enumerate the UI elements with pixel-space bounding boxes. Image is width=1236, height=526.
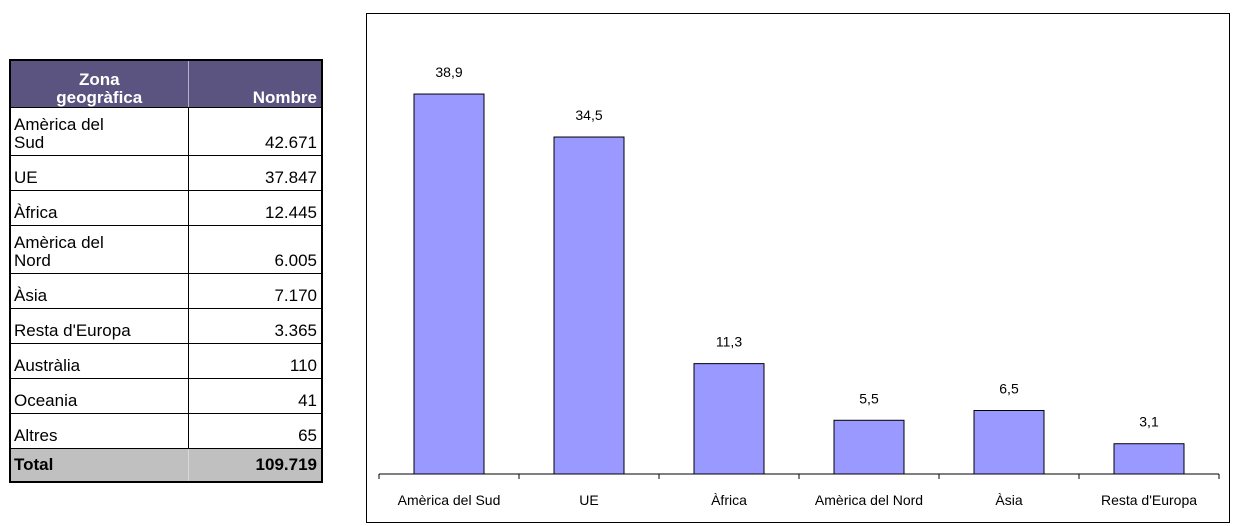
zone-name-line1: Àfrica: [14, 202, 58, 222]
table-row: UE 37.847: [9, 154, 323, 191]
category-label: Resta d'Europa: [1101, 492, 1197, 508]
bar-value-label: 11,3: [716, 334, 742, 350]
table-row: Altres 65: [9, 412, 323, 449]
zone-cell: Resta d'Europa: [9, 307, 189, 344]
zone-cell: Austràlia: [9, 342, 189, 379]
table-row: Austràlia 110: [9, 342, 323, 379]
zone-cell: Amèrica del Sud: [9, 106, 189, 156]
count-cell: 3.365: [187, 307, 323, 344]
zone-cell: UE: [9, 154, 189, 191]
count-column-header: Nombre: [187, 59, 323, 108]
table-row: Resta d'Europa 3.365: [9, 307, 323, 344]
zone-cell: Oceania: [9, 377, 189, 414]
count-cell: 41: [187, 377, 323, 414]
zone-name-line1: Amèrica del: [14, 232, 104, 252]
total-count: 109.719: [187, 447, 323, 483]
bar: [833, 419, 905, 475]
bar-chart-frame: 38,9 Amèrica del Sud 34,5 UE 11,3 Àfrica 5,5 Am…: [366, 13, 1230, 523]
table-total-row: Total 109.719: [9, 447, 323, 483]
bar-value-label: 3,1: [1139, 414, 1159, 430]
zone-cell: Àfrica: [9, 189, 189, 226]
total-label: Total: [9, 447, 189, 483]
bar-chart: 38,9 Amèrica del Sud 34,5 UE 11,3 Àfrica 5,5 Am…: [378, 64, 1220, 508]
count-cell: 37.847: [187, 154, 323, 191]
table-row: Àfrica 12.445: [9, 189, 323, 226]
zone-name-line1: UE: [14, 167, 38, 187]
table-row: Amèrica del Sud 42.671: [9, 106, 323, 156]
category-label: Àsia: [995, 492, 1022, 508]
zone-cell: Amèrica del Nord: [9, 224, 189, 274]
zone-name-line1: Àsia: [14, 285, 48, 305]
bar: [1113, 443, 1185, 475]
count-cell: 65: [187, 412, 323, 449]
bar: [693, 363, 765, 475]
category-label: Amèrica del Sud: [398, 492, 501, 508]
count-cell: 7.170: [187, 272, 323, 309]
bar-value-label: 38,9: [435, 64, 462, 80]
count-cell: 6.005: [187, 224, 323, 274]
zone-cell: Altres: [9, 412, 189, 449]
zone-name-line2: Sud: [14, 132, 45, 152]
zone-header-line1: Zona: [78, 69, 120, 89]
bar-value-label: 5,5: [859, 390, 879, 406]
zone-name-line1: Austràlia: [14, 355, 81, 375]
category-label: Amèrica del Nord: [815, 492, 923, 508]
category-label: Àfrica: [711, 492, 747, 508]
zone-name-line1: Resta d'Europa: [14, 320, 131, 340]
zone-name-line1: Oceania: [14, 390, 78, 410]
bar: [553, 136, 625, 475]
bar-value-label: 6,5: [999, 381, 1019, 397]
table-header-row: Zona geogràfica Nombre: [9, 59, 323, 108]
geographic-zone-table: Zona geogràfica Nombre Amèrica del Sud 42.…: [9, 59, 323, 483]
zone-name-line1: Altres: [14, 425, 58, 445]
zone-name-line1: Amèrica del: [14, 114, 104, 134]
category-label: UE: [579, 492, 598, 508]
zone-column-header: Zona geogràfica: [9, 59, 189, 108]
count-cell: 12.445: [187, 189, 323, 226]
zone-header-line2: geogràfica: [56, 87, 143, 107]
table-row: Àsia 7.170: [9, 272, 323, 309]
bar: [413, 93, 485, 475]
table-row: Amèrica del Nord 6.005: [9, 224, 323, 274]
count-cell: 42.671: [187, 106, 323, 156]
zone-name-line2: Nord: [14, 250, 51, 270]
bar: [973, 410, 1045, 475]
count-cell: 110: [187, 342, 323, 379]
table-row: Oceania 41: [9, 377, 323, 414]
bar-value-label: 34,5: [575, 107, 602, 123]
zone-cell: Àsia: [9, 272, 189, 309]
